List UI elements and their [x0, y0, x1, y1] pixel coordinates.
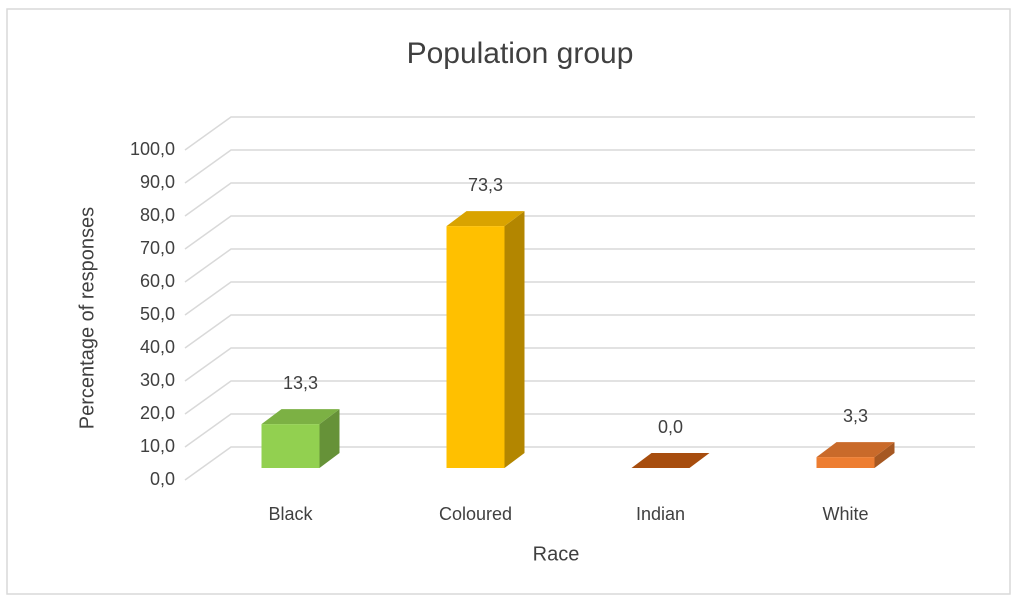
grid-line	[184, 116, 975, 151]
x-tick-label: Black	[268, 504, 313, 524]
y-tick-label: 50,0	[140, 304, 175, 324]
x-tick-label: White	[822, 504, 868, 524]
y-tick-label: 10,0	[140, 436, 175, 456]
y-tick-label: 0,0	[150, 469, 175, 489]
grid-line	[184, 182, 975, 217]
data-label: 73,3	[468, 175, 503, 195]
y-tick-label: 60,0	[140, 271, 175, 291]
grid-line	[184, 314, 975, 349]
y-tick-label: 40,0	[140, 337, 175, 357]
y-tick-label: 100,0	[130, 139, 175, 159]
bar	[816, 457, 875, 468]
grid-line	[184, 380, 975, 415]
bar-side	[874, 442, 895, 468]
y-tick-label: 30,0	[140, 370, 175, 390]
data-label: 3,3	[843, 406, 868, 426]
data-label: 0,0	[658, 417, 683, 437]
y-tick-label: 70,0	[140, 238, 175, 258]
y-tick-label: 80,0	[140, 205, 175, 225]
x-tick-label: Coloured	[439, 504, 512, 524]
bar-top	[816, 442, 895, 458]
y-axis-title: Percentage of responses	[76, 207, 98, 429]
grid-line	[184, 281, 975, 316]
grid-line	[184, 215, 975, 250]
grid-line	[184, 248, 975, 283]
x-tick-label: Indian	[636, 504, 685, 524]
bar-top	[446, 211, 525, 227]
chart-title: Population group	[407, 37, 634, 70]
x-axis-title: Race	[533, 543, 580, 565]
bar-side	[319, 409, 340, 468]
bar-side	[504, 211, 525, 469]
grid-line	[184, 347, 975, 382]
y-tick-label: 90,0	[140, 172, 175, 192]
data-label: 13,3	[283, 373, 318, 393]
bar	[261, 424, 320, 468]
bar-top	[261, 409, 340, 425]
grid-line	[184, 413, 975, 448]
grid-line	[184, 149, 975, 184]
bar	[446, 226, 505, 468]
y-tick-label: 20,0	[140, 403, 175, 423]
grid-line	[184, 446, 975, 481]
bar-top	[631, 453, 710, 468]
